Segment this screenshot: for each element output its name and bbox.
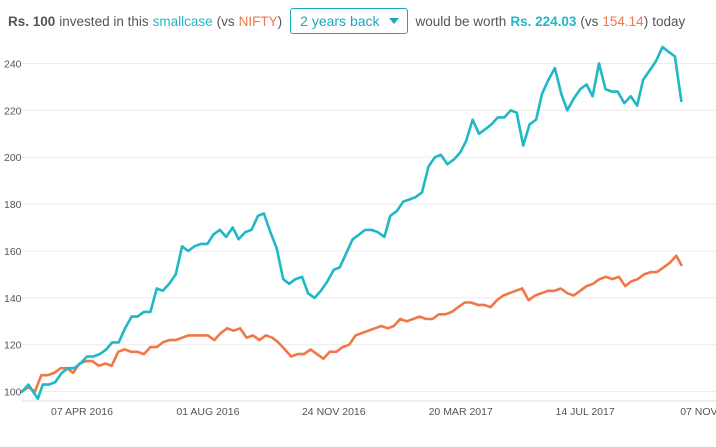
worth-text: would be worth bbox=[415, 13, 507, 29]
vs-open: (vs bbox=[216, 13, 235, 29]
y-tick-label: 140 bbox=[4, 293, 22, 305]
invested-text: invested in this bbox=[59, 13, 149, 29]
y-tick-label: 160 bbox=[4, 246, 22, 258]
smallcase-name: smallcase bbox=[152, 13, 213, 29]
invested-amount: Rs. 100 bbox=[8, 13, 56, 29]
smallcase-value: Rs. 224.03 bbox=[510, 13, 577, 29]
x-tick-label: 24 NOV 2016 bbox=[302, 406, 366, 418]
x-tick-label: 07 NOV 2017 bbox=[680, 406, 716, 418]
benchmark-value: 154.14 bbox=[602, 13, 644, 29]
vs-close: ) bbox=[277, 13, 283, 29]
nifty-series-line bbox=[20, 254, 683, 393]
x-tick-label: 14 JUL 2017 bbox=[556, 406, 615, 418]
vs-open-2: (vs bbox=[580, 13, 599, 29]
x-tick-label: 20 MAR 2017 bbox=[429, 406, 493, 418]
y-tick-label: 120 bbox=[4, 340, 22, 352]
y-tick-label: 100 bbox=[4, 387, 22, 399]
period-dropdown[interactable]: 2 years back bbox=[290, 8, 408, 34]
y-tick-label: 240 bbox=[4, 58, 22, 70]
performance-chart: 100 120 140 160 180 200 220 240 07 APR 2016 01 AU… bbox=[4, 45, 716, 418]
today-text: today bbox=[652, 13, 686, 29]
y-tick-label: 180 bbox=[4, 199, 22, 211]
y-tick-label: 220 bbox=[4, 105, 22, 117]
y-tick-label: 200 bbox=[4, 152, 22, 164]
x-tick-label: 07 APR 2016 bbox=[51, 406, 113, 418]
smallcase-series-line bbox=[20, 45, 683, 400]
x-tick-label: 01 AUG 2016 bbox=[176, 406, 239, 418]
period-dropdown-label: 2 years back bbox=[300, 13, 380, 29]
caret-down-icon bbox=[388, 18, 399, 24]
benchmark-name: NIFTY bbox=[238, 13, 278, 29]
summary-header: Rs. 100 invested in this smallcase (vs N… bbox=[8, 8, 708, 34]
vs-close-2: ) bbox=[643, 13, 649, 29]
